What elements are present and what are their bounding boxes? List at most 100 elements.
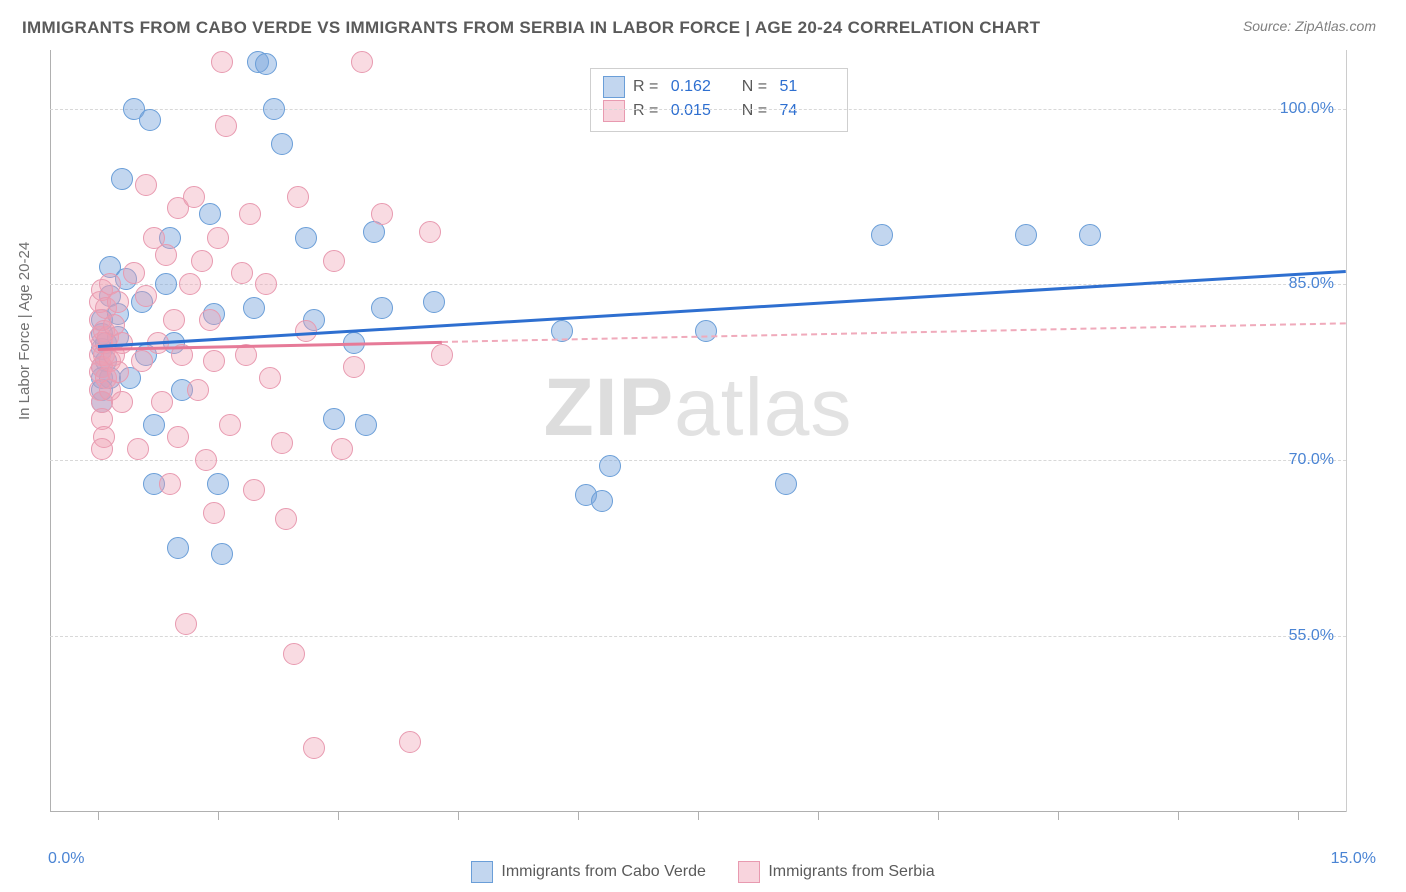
data-point (207, 473, 229, 495)
data-point (135, 174, 157, 196)
data-point (151, 391, 173, 413)
x-tick (578, 812, 579, 820)
data-point (155, 244, 177, 266)
data-point (159, 473, 181, 495)
swatch-blue-icon (603, 76, 625, 98)
x-tick (458, 812, 459, 820)
data-point (423, 291, 445, 313)
data-point (275, 508, 297, 530)
data-point (187, 379, 209, 401)
data-point (255, 53, 277, 75)
data-point (139, 109, 161, 131)
data-point (871, 224, 893, 246)
y-tick-label: 85.0% (1289, 275, 1334, 293)
data-point (167, 426, 189, 448)
legend-n-label: N = (733, 99, 772, 123)
data-point (215, 115, 237, 137)
data-point (219, 414, 241, 436)
data-point (323, 408, 345, 430)
data-point (167, 537, 189, 559)
data-point (419, 221, 441, 243)
data-point (231, 262, 253, 284)
data-point (775, 473, 797, 495)
gridline (50, 460, 1346, 461)
data-point (259, 367, 281, 389)
data-point (175, 613, 197, 635)
data-point (107, 361, 129, 383)
x-tick (1178, 812, 1179, 820)
data-point (695, 320, 717, 342)
data-point (199, 309, 221, 331)
data-point (271, 133, 293, 155)
legend-label-blue: Immigrants from Cabo Verde (501, 863, 706, 881)
data-point (243, 479, 265, 501)
data-point (295, 227, 317, 249)
legend-n-label: N = (733, 75, 772, 99)
legend-series: Immigrants from Cabo Verde Immigrants fr… (0, 861, 1406, 888)
y-tick-label: 70.0% (1289, 451, 1334, 469)
legend-n-value-blue: 51 (779, 75, 833, 99)
legend-row-pink: R = 0.015 N = 74 (603, 99, 833, 123)
data-point (111, 391, 133, 413)
data-point (195, 449, 217, 471)
data-point (283, 643, 305, 665)
data-point (431, 344, 453, 366)
gridline (50, 109, 1346, 110)
legend-row-blue: R = 0.162 N = 51 (603, 75, 833, 99)
data-point (183, 186, 205, 208)
data-point (135, 285, 157, 307)
y-axis (50, 50, 51, 812)
legend-r-label: R = (633, 99, 663, 123)
data-point (207, 227, 229, 249)
legend-r-value-blue: 0.162 (671, 75, 725, 99)
y-tick-label: 55.0% (1289, 627, 1334, 645)
x-tick (1298, 812, 1299, 820)
x-tick (1058, 812, 1059, 820)
data-point (271, 432, 293, 454)
data-point (243, 297, 265, 319)
data-point (255, 273, 277, 295)
data-point (211, 543, 233, 565)
source-attribution: Source: ZipAtlas.com (1243, 18, 1376, 34)
data-point (1015, 224, 1037, 246)
swatch-pink-icon (738, 861, 760, 883)
data-point (163, 309, 185, 331)
data-point (371, 203, 393, 225)
y-tick-label: 100.0% (1280, 100, 1334, 118)
data-point (199, 203, 221, 225)
legend-r-label: R = (633, 75, 663, 99)
data-point (323, 250, 345, 272)
data-point (263, 98, 285, 120)
data-point (371, 297, 393, 319)
legend-item-pink: Immigrants from Serbia (738, 861, 934, 883)
legend-item-blue: Immigrants from Cabo Verde (471, 861, 706, 883)
data-point (343, 356, 365, 378)
data-point (1079, 224, 1101, 246)
data-point (211, 51, 233, 73)
data-point (599, 455, 621, 477)
x-tick (698, 812, 699, 820)
data-point (155, 273, 177, 295)
data-point (331, 438, 353, 460)
data-point (111, 168, 133, 190)
chart-title: IMMIGRANTS FROM CABO VERDE VS IMMIGRANTS… (22, 18, 1040, 38)
legend-stats: R = 0.162 N = 51 R = 0.015 N = 74 (590, 68, 848, 132)
data-point (107, 291, 129, 313)
trend-line (442, 322, 1346, 343)
data-point (143, 414, 165, 436)
x-tick (338, 812, 339, 820)
data-point (91, 438, 113, 460)
data-point (203, 350, 225, 372)
legend-label-pink: Immigrants from Serbia (768, 863, 934, 881)
legend-r-value-pink: 0.015 (671, 99, 725, 123)
data-point (131, 350, 153, 372)
data-point (123, 262, 145, 284)
x-tick (218, 812, 219, 820)
x-tick (98, 812, 99, 820)
data-point (591, 490, 613, 512)
data-point (179, 273, 201, 295)
data-point (287, 186, 309, 208)
data-point (191, 250, 213, 272)
swatch-blue-icon (471, 861, 493, 883)
data-point (303, 737, 325, 759)
